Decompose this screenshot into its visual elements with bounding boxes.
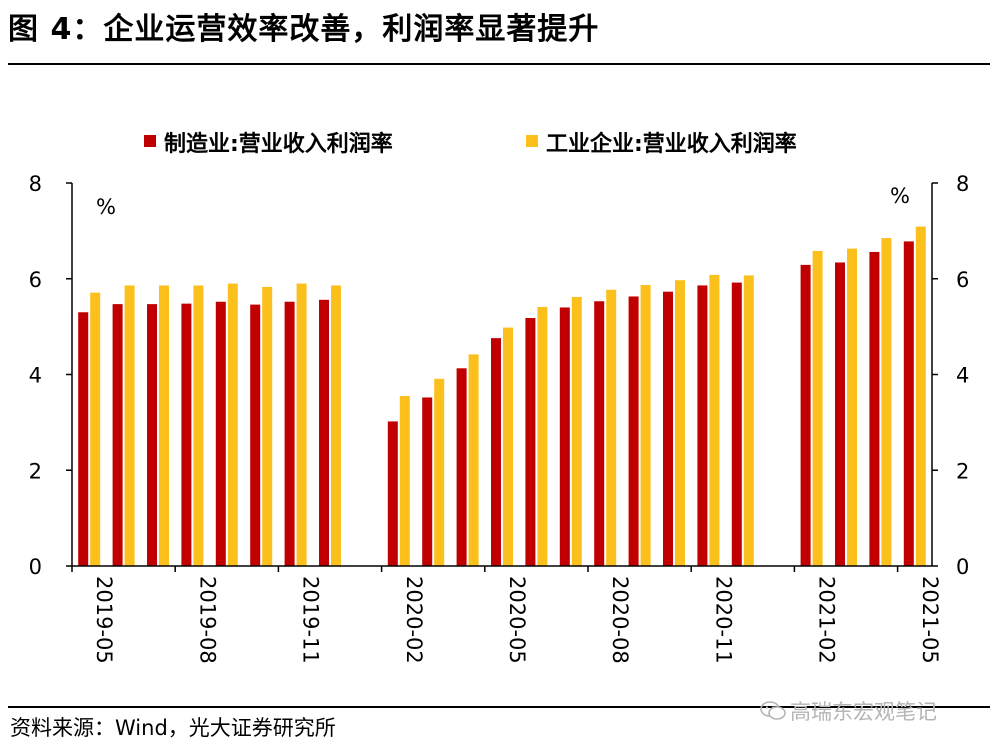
bar-industrial-2019-07 [159,285,169,566]
bar-manufacturing-2019-07 [147,304,157,566]
bar-manufacturing-2019-09 [215,301,226,566]
right-unit-label: % [890,184,910,208]
x-tick-label-2021-02: 2021-02 [815,576,839,664]
page-title: 图 4：企业运营效率改善，利润率显著提升 [8,12,600,47]
bar-manufacturing-2020-08 [594,301,605,566]
bar-manufacturing-2020-10 [663,291,673,566]
legend-label-industrial: 工业企业:营业收入利润率 [546,131,797,157]
bar-industrial-2019-10 [262,286,273,566]
bar-manufacturing-2020-09 [628,296,639,566]
x-tick-label-2019-05: 2019-05 [92,576,116,664]
bar-industrial-2021-04 [881,238,892,566]
y-tick-label-left-2: 2 [29,459,42,483]
bar-manufacturing-2021-03 [835,262,845,566]
x-tick-label-2021-05: 2021-05 [918,576,942,664]
watermark-text: 高瑞东宏观笔记 [790,700,937,724]
left-unit-label: % [96,195,116,219]
watermark: 高瑞东宏观笔记 [760,696,937,726]
bar-manufacturing-2020-06 [525,318,536,566]
y-tick-label-left-6: 6 [29,268,42,292]
bar-manufacturing-2020-02 [387,421,398,566]
bar-industrial-2020-02 [399,396,410,566]
bar-industrial-2020-10 [675,280,685,566]
wechat-icon [760,701,786,720]
bar-industrial-2021-05 [915,226,926,566]
bar-chart: 制造业:营业收入利润率 工业企业:营业收入利润率 % % 0 02 24 46 68 8 … [29,131,970,664]
bar-industrial-2020-11 [709,274,720,566]
bar-manufacturing-2020-03 [422,397,433,566]
x-tick-label-2019-11: 2019-11 [299,576,323,664]
bar-industrial-2020-12 [743,275,754,566]
x-tick-label-2020-08: 2020-08 [608,576,632,664]
bar-industrial-2020-03 [434,378,445,566]
bar-manufacturing-2019-08 [181,303,192,566]
bar-manufacturing-2020-12 [731,282,742,566]
bar-industrial-2021-02 [812,250,823,567]
bar-manufacturing-2020-04 [456,368,467,566]
bar-manufacturing-2019-11 [284,301,295,566]
bar-manufacturing-2019-05 [78,312,89,566]
source-note: 资料来源：Wind，光大证券研究所 [10,716,336,740]
bar-industrial-2020-09 [640,284,651,566]
bar-industrial-2019-11 [296,283,307,566]
y-ticks-group: 0 0 2 2 4 4 6 6 8 8 [29,172,970,579]
y-tick-label-right-6: 6 [956,268,969,292]
bar-manufacturing-2020-05 [491,338,501,566]
x-ticks-group: 2019-05 2019-08 2019-11 2020-02 2020-05 2020-… [71,566,942,664]
bar-manufacturing-2021-04 [869,251,880,566]
footer-divider [8,706,990,708]
bar-manufacturing-2019-12 [319,299,329,566]
legend-swatch-industrial [526,135,538,147]
bar-industrial-2019-09 [227,283,238,566]
bar-industrial-2019-08 [193,285,204,566]
bar-manufacturing-2020-07 [559,307,570,566]
bar-manufacturing-2019-06 [112,304,123,566]
bar-industrial-2020-08 [606,289,617,566]
bar-industrial-2020-06 [537,307,548,566]
y-tick-label-left-4: 4 [29,364,42,388]
bar-industrial-2020-07 [571,296,582,566]
x-tick-label-2020-11: 2020-11 [711,576,735,664]
y-tick-label-left-0: 0 [29,555,42,579]
legend-label-manufacturing: 制造业:营业收入利润率 [164,131,393,157]
y-tick-label-right-8: 8 [956,172,969,196]
title-divider [8,63,990,65]
y-tick-label-left-8: 8 [29,172,42,196]
y-tick-label-right-2: 2 [956,459,969,483]
bar-industrial-2019-05 [90,292,101,566]
bar-industrial-2020-04 [468,354,479,566]
bar-manufacturing-2020-11 [697,285,708,566]
bar-manufacturing-2021-02 [800,264,811,566]
x-tick-label-2020-05: 2020-05 [505,576,529,664]
x-tick-label-2020-02: 2020-02 [402,576,426,664]
y-tick-label-right-0: 0 [956,555,969,579]
x-tick-label-2019-08: 2019-08 [195,576,219,664]
bar-industrial-2021-03 [847,248,857,566]
bar-industrial-2020-05 [503,327,513,566]
bar-industrial-2019-12 [331,285,341,566]
bar-industrial-2019-06 [124,285,135,566]
legend-swatch-manufacturing [144,135,156,147]
chart-legend: 制造业:营业收入利润率 工业企业:营业收入利润率 [144,131,797,157]
y-tick-label-right-4: 4 [956,364,969,388]
bar-manufacturing-2021-05 [903,241,914,566]
bars-group [78,226,926,567]
bar-manufacturing-2019-10 [250,304,261,566]
